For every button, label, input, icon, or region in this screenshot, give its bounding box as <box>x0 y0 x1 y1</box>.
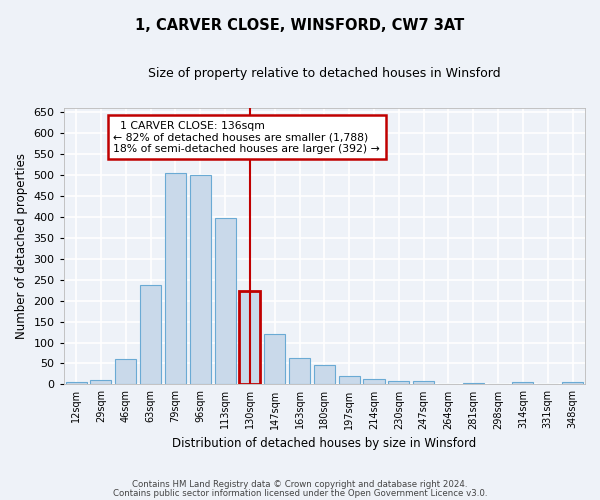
Bar <box>65 382 86 384</box>
Y-axis label: Number of detached properties: Number of detached properties <box>15 153 28 339</box>
Text: 1 CARVER CLOSE: 136sqm
← 82% of detached houses are smaller (1,788)
18% of semi-: 1 CARVER CLOSE: 136sqm ← 82% of detached… <box>113 120 380 154</box>
Bar <box>364 380 385 384</box>
Bar <box>338 376 360 384</box>
Bar <box>239 292 260 384</box>
Bar <box>215 218 236 384</box>
Bar <box>413 381 434 384</box>
Bar <box>562 382 583 384</box>
Text: Contains HM Land Registry data © Crown copyright and database right 2024.: Contains HM Land Registry data © Crown c… <box>132 480 468 489</box>
Bar <box>91 380 112 384</box>
Title: Size of property relative to detached houses in Winsford: Size of property relative to detached ho… <box>148 68 500 80</box>
Text: Contains public sector information licensed under the Open Government Licence v3: Contains public sector information licen… <box>113 488 487 498</box>
Bar <box>140 285 161 384</box>
Bar <box>463 383 484 384</box>
X-axis label: Distribution of detached houses by size in Winsford: Distribution of detached houses by size … <box>172 437 476 450</box>
Text: 1, CARVER CLOSE, WINSFORD, CW7 3AT: 1, CARVER CLOSE, WINSFORD, CW7 3AT <box>136 18 464 32</box>
Bar <box>165 173 186 384</box>
Bar <box>264 334 285 384</box>
Bar <box>512 382 533 384</box>
Bar <box>289 358 310 384</box>
Bar <box>388 381 409 384</box>
Bar <box>115 360 136 384</box>
Bar <box>314 365 335 384</box>
Bar <box>190 175 211 384</box>
